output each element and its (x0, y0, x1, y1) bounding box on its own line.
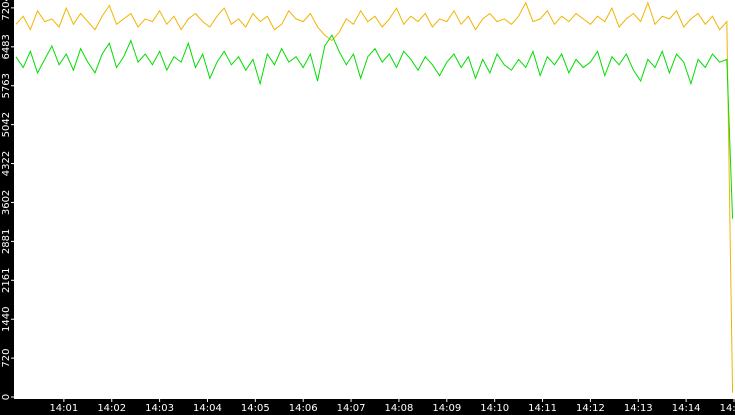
series-line (15, 1, 734, 393)
x-tick-label: 14:05 (241, 403, 270, 414)
x-tick-label: 14:11 (528, 403, 557, 414)
x-tick-label: 14:09 (432, 403, 461, 414)
y-tick-label: 7204 (1, 0, 12, 21)
x-tick-label: 14:02 (97, 403, 126, 414)
y-tick-label: 2161 (1, 268, 12, 293)
x-tick-label: 14:08 (385, 403, 414, 414)
x-tick-label: 14:04 (193, 403, 222, 414)
y-axis-band (0, 0, 14, 415)
x-tick-label: 14:03 (145, 403, 174, 414)
x-tick-label: 14:01 (49, 403, 78, 414)
y-tick-label: 5042 (1, 112, 12, 137)
y-tick-label: 720 (1, 349, 12, 368)
y-tick-label: 4322 (1, 151, 12, 176)
x-tick-label: 14:10 (480, 403, 509, 414)
x-tick-label: 14:06 (289, 403, 318, 414)
x-tick-label: 14:15 (720, 403, 735, 414)
y-tick-label: 6483 (1, 34, 12, 59)
y-tick-label: 0 (1, 394, 12, 400)
y-tick-label: 1440 (1, 306, 12, 331)
x-tick-label: 14:13 (624, 403, 653, 414)
x-tick-label: 14:12 (576, 403, 605, 414)
x-axis-band (0, 399, 735, 415)
x-tick-label: 14:14 (672, 403, 701, 414)
x-tick-label: 14:07 (337, 403, 366, 414)
series-line (15, 34, 734, 219)
y-tick-label: 2881 (1, 229, 12, 254)
y-tick-label: 3602 (1, 190, 12, 215)
y-tick-label: 5763 (1, 73, 12, 98)
